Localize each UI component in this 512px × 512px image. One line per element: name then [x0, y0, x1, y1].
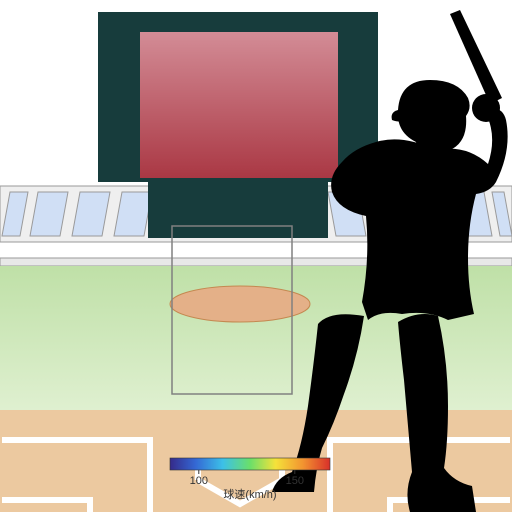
pitchers-mound	[170, 286, 310, 322]
colorbar-axis-label: 球速(km/h)	[223, 487, 276, 501]
colorbar-tick-label: 100	[190, 475, 208, 487]
scoreboard-neck	[148, 182, 328, 238]
scoreboard-screen	[140, 32, 338, 178]
colorbar-tick-label: 150	[286, 475, 304, 487]
stage-svg: 100 150 球速(km/h)	[0, 0, 512, 512]
pitch-location-diagram: 100 150 球速(km/h)	[0, 0, 512, 512]
